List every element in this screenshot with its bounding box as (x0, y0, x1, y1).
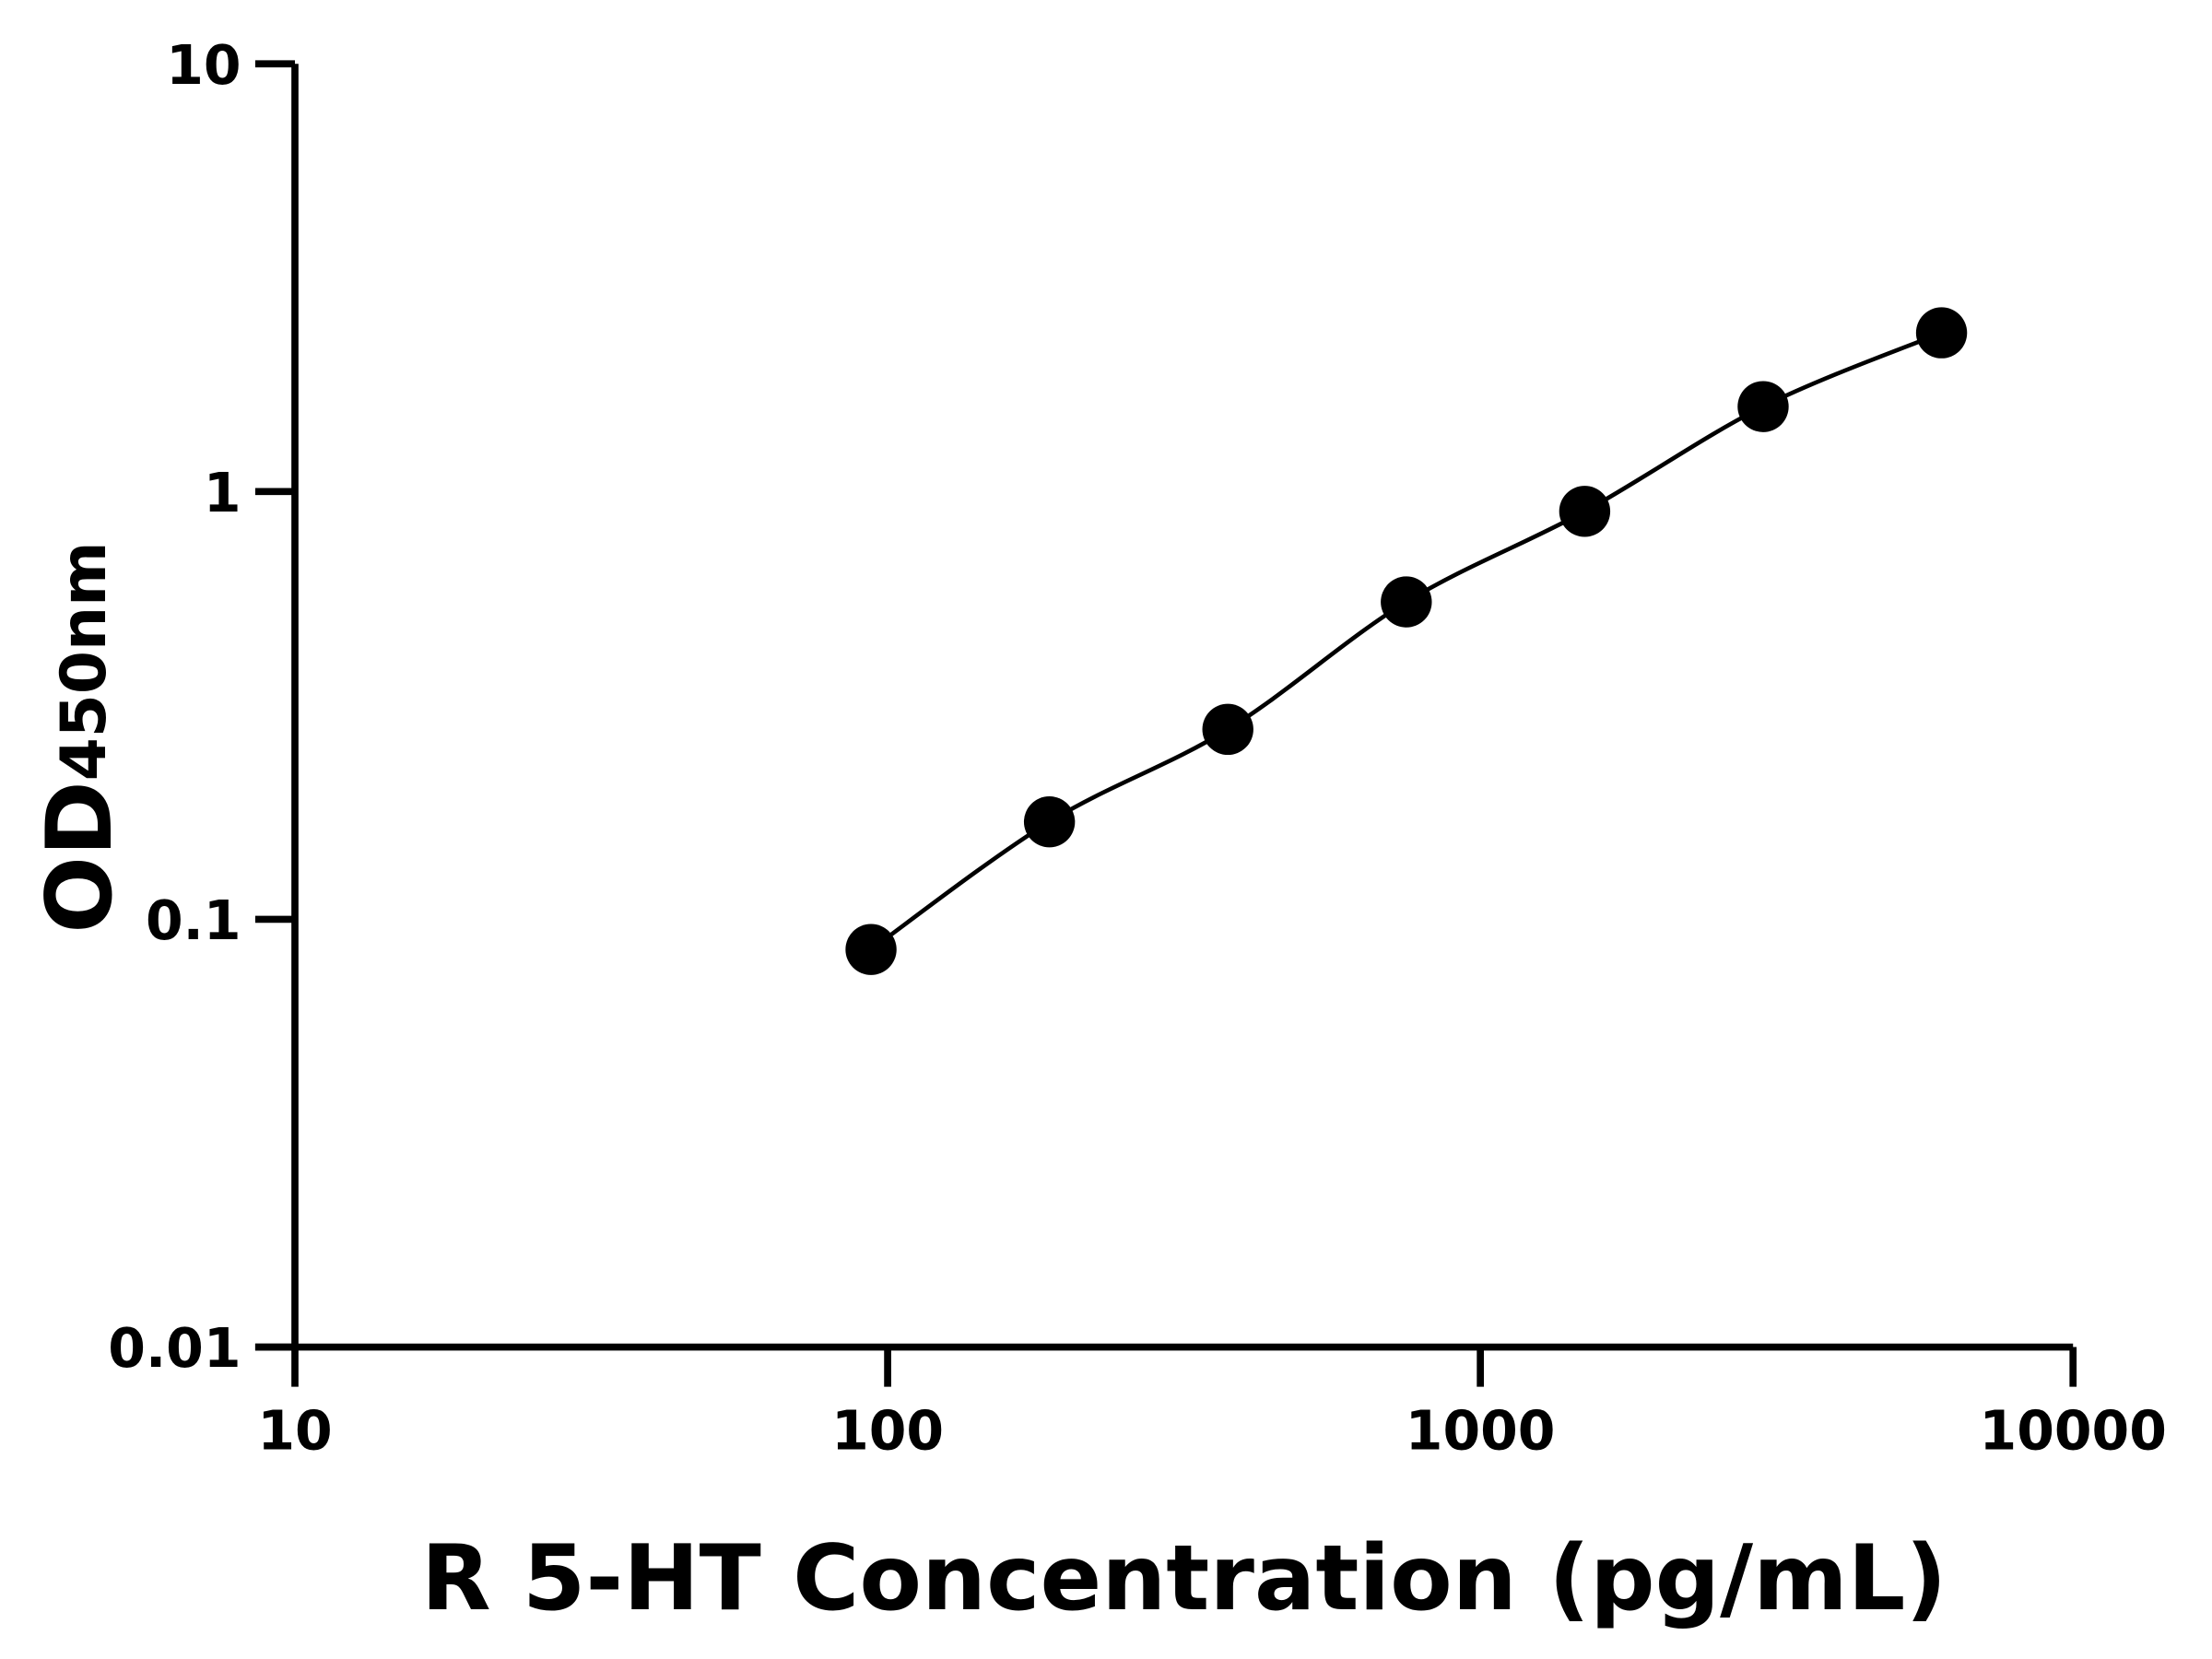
x-axis-label: R 5-HT Concentration (pg/mL) (421, 1526, 1947, 1631)
y-tick-label: 0.1 (146, 889, 241, 952)
data-point (1915, 307, 1968, 359)
data-points (845, 307, 1968, 975)
y-tick-label: 0.01 (108, 1317, 241, 1380)
data-point (845, 924, 897, 975)
data-point (1023, 795, 1076, 848)
axes: 10 100 1000 10000 0.01 0.1 1 10 (108, 34, 2167, 1463)
y-axis-label-sub: 450nm (47, 541, 120, 781)
x-tick-label: 10000 (1980, 1399, 2167, 1462)
data-point (1737, 381, 1789, 432)
y-tick-label: 10 (166, 34, 241, 97)
fit-curve-layer (869, 330, 1943, 952)
x-tick-label: 100 (831, 1399, 944, 1462)
data-point (1381, 576, 1432, 628)
x-tick-label: 10 (257, 1399, 332, 1462)
y-axis-label-main: OD (28, 781, 133, 933)
x-tick-label: 1000 (1406, 1399, 1556, 1462)
fit-curve (869, 330, 1943, 952)
y-axis-label: OD450nm (28, 541, 133, 933)
data-point (1202, 703, 1253, 756)
data-point (1559, 486, 1611, 537)
y-tick-label: 1 (204, 462, 241, 524)
